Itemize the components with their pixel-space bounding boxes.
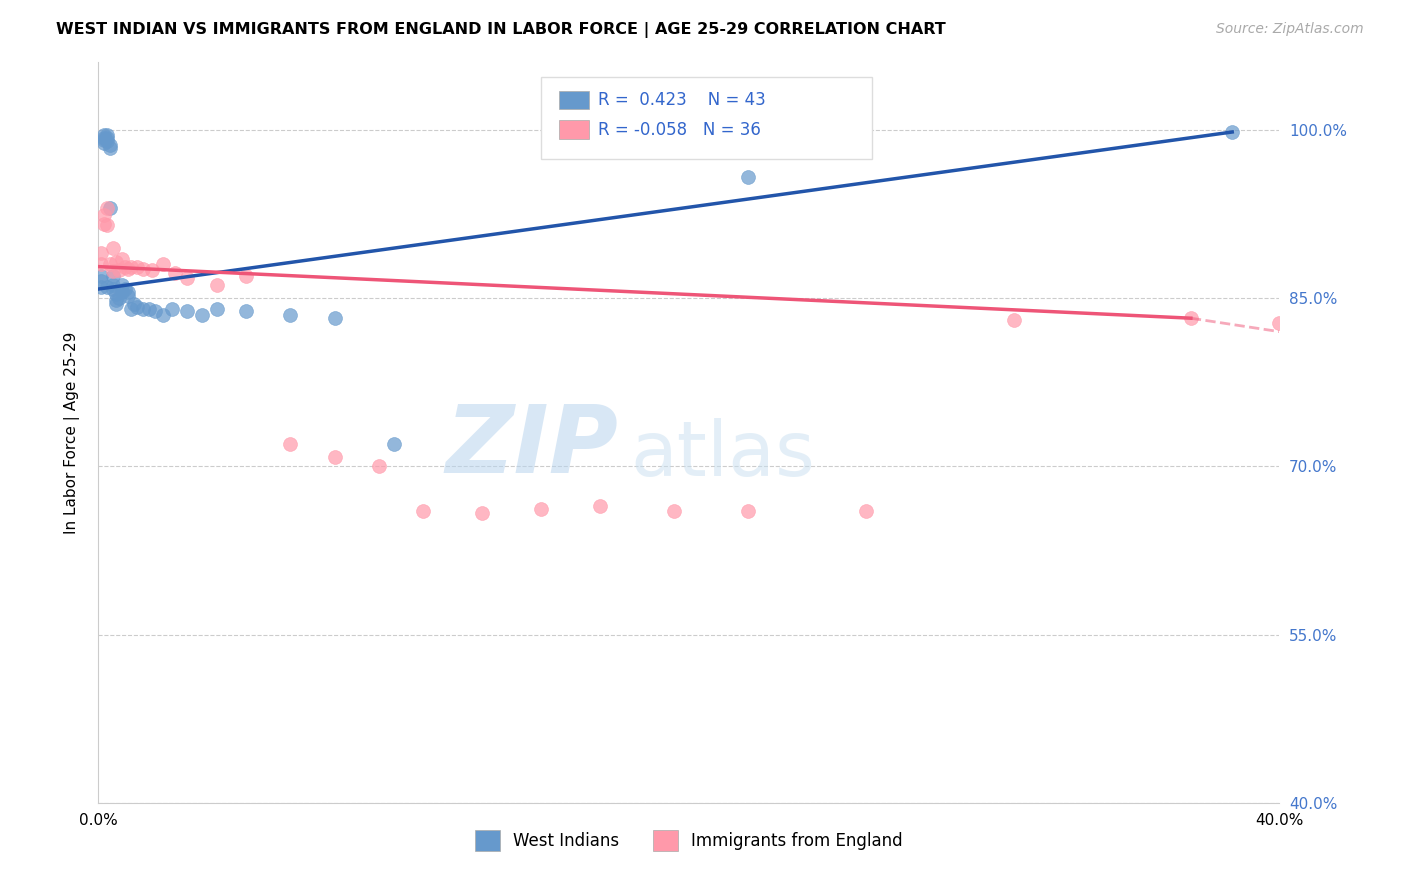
Text: Source: ZipAtlas.com: Source: ZipAtlas.com <box>1216 22 1364 37</box>
Point <box>93 130 115 145</box>
Point <box>165 266 187 280</box>
Point <box>90 246 112 260</box>
Point <box>98 141 121 155</box>
Point <box>162 302 183 317</box>
Point <box>105 293 128 308</box>
Point <box>120 302 142 317</box>
Point <box>90 268 112 283</box>
Point <box>93 133 115 147</box>
Point <box>737 504 759 518</box>
Point <box>90 257 112 271</box>
Point <box>96 130 118 145</box>
Point <box>1180 311 1202 326</box>
Point <box>98 257 121 271</box>
Point <box>108 291 131 305</box>
Point <box>589 499 612 513</box>
FancyBboxPatch shape <box>541 78 872 159</box>
Point <box>138 302 160 317</box>
Text: R = -0.058   N = 36: R = -0.058 N = 36 <box>598 120 761 139</box>
Point <box>152 257 174 271</box>
Point <box>93 136 115 151</box>
Point <box>117 289 139 303</box>
Point <box>280 437 302 451</box>
Point <box>120 260 142 274</box>
Point <box>98 138 121 153</box>
Point <box>122 296 145 310</box>
Point <box>205 302 228 317</box>
Text: atlas: atlas <box>630 417 814 491</box>
Point <box>152 308 174 322</box>
Point <box>98 201 121 215</box>
Point <box>105 296 128 310</box>
Point <box>368 459 391 474</box>
Point <box>664 504 686 518</box>
Point <box>111 252 134 266</box>
Point <box>114 260 136 274</box>
Point <box>96 218 118 232</box>
Point <box>280 308 302 322</box>
Point <box>103 240 125 254</box>
Point <box>1220 125 1243 139</box>
Point <box>90 274 112 288</box>
Point <box>323 450 346 465</box>
Point <box>132 302 155 317</box>
Point <box>96 201 118 215</box>
Text: WEST INDIAN VS IMMIGRANTS FROM ENGLAND IN LABOR FORCE | AGE 25-29 CORRELATION CH: WEST INDIAN VS IMMIGRANTS FROM ENGLAND I… <box>56 22 946 38</box>
Point <box>855 504 877 518</box>
Point <box>93 208 115 222</box>
Point <box>141 263 163 277</box>
Point <box>235 268 257 283</box>
Point <box>1002 313 1025 327</box>
Point <box>96 280 118 294</box>
Point <box>382 437 405 451</box>
Point <box>191 308 214 322</box>
Point <box>176 270 198 285</box>
Point <box>143 304 166 318</box>
Point <box>235 304 257 318</box>
Point <box>103 264 125 278</box>
Point <box>93 217 115 231</box>
Point <box>125 300 148 314</box>
Point <box>114 282 136 296</box>
Text: R =  0.423    N = 43: R = 0.423 N = 43 <box>598 91 766 109</box>
Point <box>176 304 198 318</box>
Point <box>105 255 128 269</box>
Bar <box>560 120 589 138</box>
Point <box>90 280 112 294</box>
Point <box>96 128 118 143</box>
Point <box>103 268 125 283</box>
Point <box>1268 316 1291 330</box>
Point <box>96 134 118 148</box>
Text: ZIP: ZIP <box>446 401 619 493</box>
Point <box>111 285 134 300</box>
Point <box>132 261 155 276</box>
Point <box>105 286 128 301</box>
Point <box>103 277 125 292</box>
Point <box>412 504 434 518</box>
Point <box>108 263 131 277</box>
Point <box>93 128 115 143</box>
Point <box>117 261 139 276</box>
Point <box>111 277 134 292</box>
Point <box>125 260 148 274</box>
Point <box>471 507 494 521</box>
Y-axis label: In Labor Force | Age 25-29: In Labor Force | Age 25-29 <box>65 332 80 533</box>
Point <box>323 311 346 326</box>
Bar <box>560 91 589 109</box>
Point <box>103 282 125 296</box>
Point <box>530 502 553 516</box>
Point <box>737 169 759 184</box>
Point <box>117 285 139 300</box>
Point <box>205 277 228 292</box>
Legend: West Indians, Immigrants from England: West Indians, Immigrants from England <box>468 823 910 857</box>
